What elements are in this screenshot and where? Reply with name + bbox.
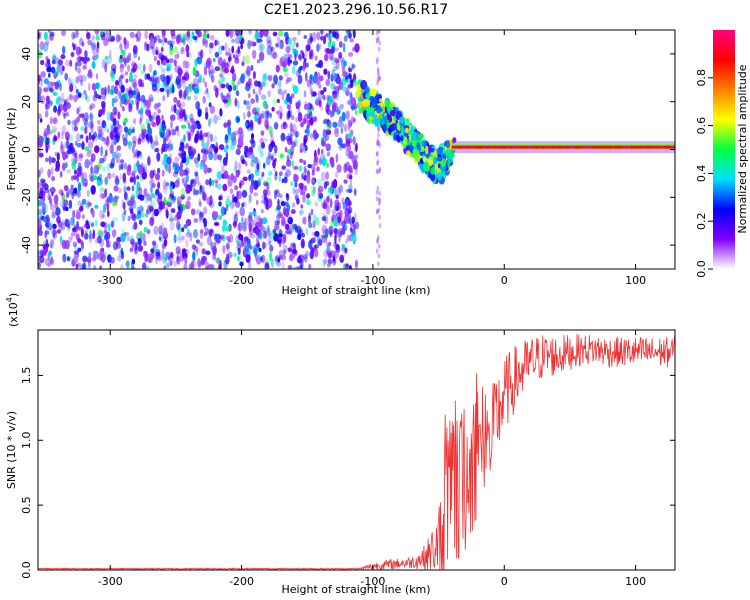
bottom-y-tick-label: 0.0 [20, 561, 33, 579]
colorbar-tick-label: 0.8 [695, 69, 708, 87]
bottom-x-axis: -300 -200 -100 0 100 [98, 330, 646, 588]
bottom-x-axis-label: Height of straight line (km) [281, 583, 430, 596]
bottom-y-tick-label: 0.5 [20, 496, 33, 514]
snr-panel: -300 -200 -100 0 100 0.0 0.5 1.0 1.5 Height of … [5, 293, 676, 596]
noise-region [38, 30, 382, 269]
colorbar: 0.0 0.2 0.4 0.6 0.8 Normalized spectral ampl… [695, 30, 749, 278]
top-x-tick-label: -100 [360, 274, 385, 287]
signal-descent [355, 79, 457, 185]
bottom-x-tick-label: 0 [501, 575, 508, 588]
snr-line [38, 333, 675, 570]
bottom-x-tick-label: -200 [229, 575, 254, 588]
bottom-y-tick-label: 1.0 [20, 432, 33, 450]
colorbar-ticks: 0.0 0.2 0.4 0.6 0.8 [695, 69, 713, 278]
top-x-tick-label: 100 [625, 274, 646, 287]
bottom-x-tick-label: -300 [98, 575, 123, 588]
colorbar-tick-label: 0.6 [695, 117, 708, 135]
top-y-tick-label: -20 [20, 188, 33, 206]
chart-title: C2E1.2023.296.10.56.R17 [264, 2, 448, 18]
colorbar-label: Normalized spectral amplitude [736, 64, 749, 233]
top-x-tick-label: 0 [501, 274, 508, 287]
bottom-y-axis: 0.0 0.5 1.0 1.5 [20, 367, 675, 579]
top-y-tick-label: 20 [20, 95, 33, 109]
colorbar-tick-label: 0.2 [695, 212, 708, 230]
top-x-axis: -300 -200 -100 0 100 [98, 30, 646, 287]
top-y-tick-label: 40 [20, 47, 33, 61]
top-y-tick-label: -40 [20, 236, 33, 254]
y-scale-multiplier: (x104) [5, 293, 20, 327]
colorbar-tick-label: 0.4 [695, 165, 708, 183]
svg-text:(x104): (x104) [5, 293, 20, 327]
bottom-x-tick-label: -100 [360, 575, 385, 588]
top-y-tick-label: 0 [20, 146, 33, 153]
snr-series [38, 333, 675, 570]
carrier-band [451, 141, 675, 154]
top-y-axis: -40 -20 0 20 40 [20, 47, 675, 254]
bottom-y-tick-label: 1.5 [20, 367, 33, 385]
colorbar-tick-label: 0.0 [695, 260, 708, 278]
top-y-axis-label: Frequency (Hz) [5, 108, 18, 191]
top-x-tick-label: -300 [98, 274, 123, 287]
top-x-tick-label: -200 [229, 274, 254, 287]
spectrogram-heatmap [38, 30, 675, 269]
bottom-y-axis-label: SNR (10 * v/v) [5, 411, 18, 489]
top-x-axis-label: Height of straight line (km) [281, 284, 430, 297]
bottom-x-tick-label: 100 [625, 575, 646, 588]
